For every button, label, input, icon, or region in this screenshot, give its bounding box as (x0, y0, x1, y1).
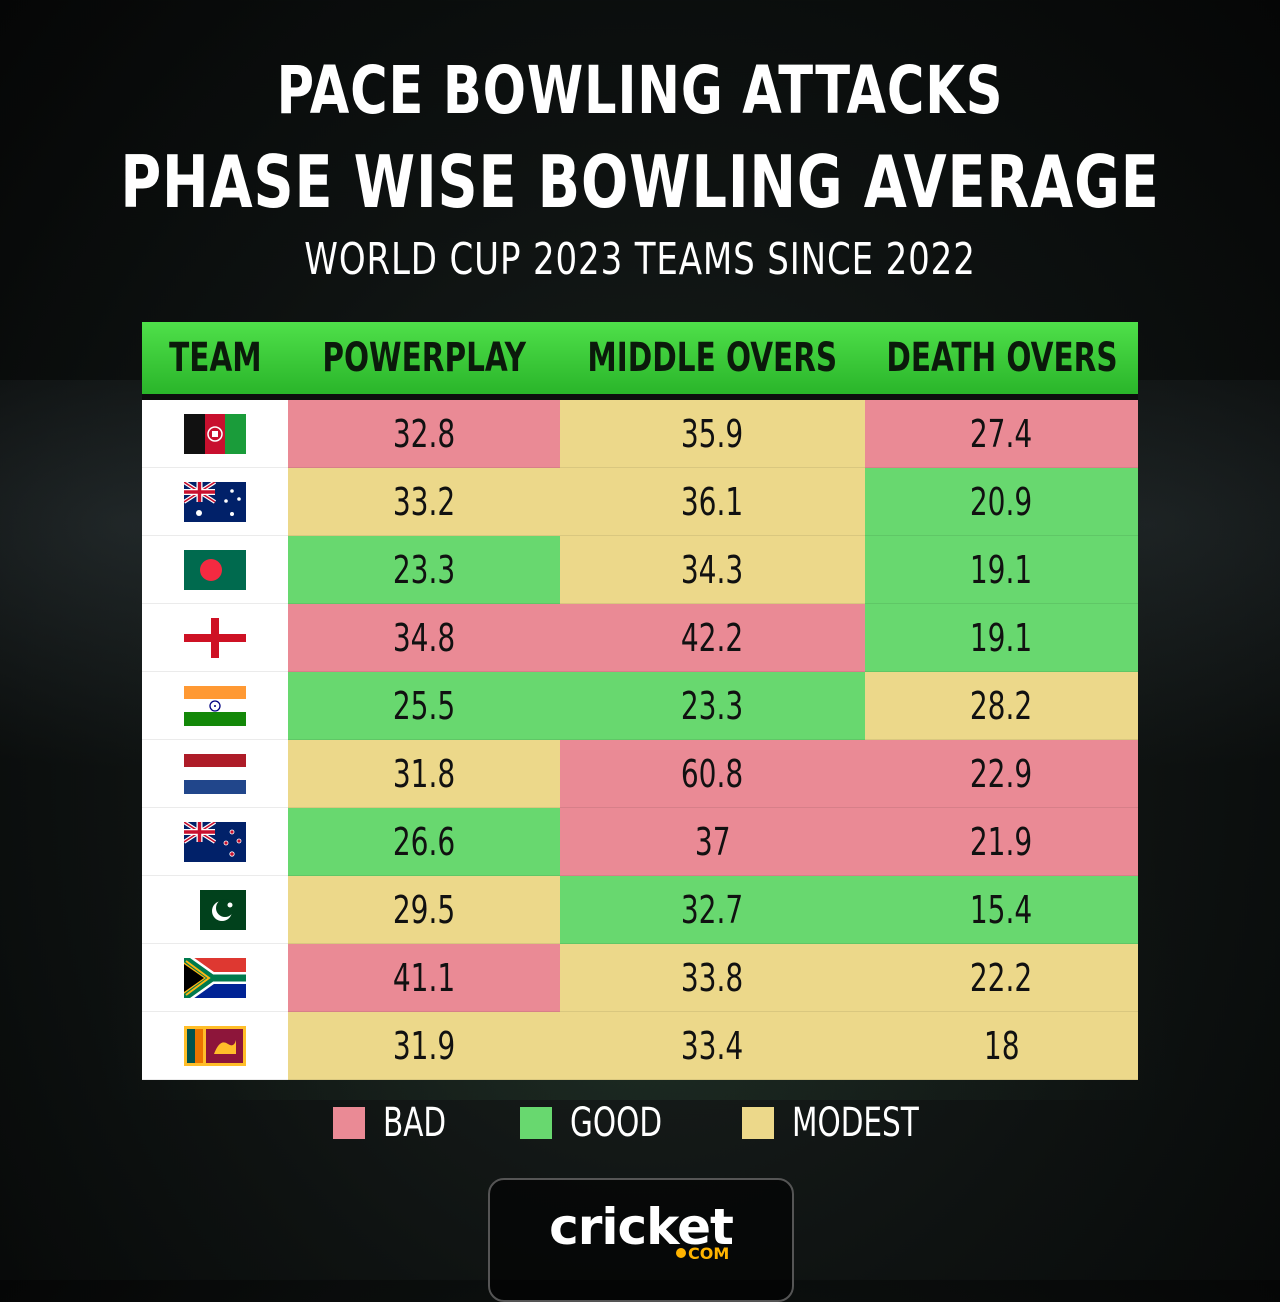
table-row: 34.8 42.2 19.1 (142, 604, 1138, 672)
legend-item-good: GOOD (520, 1100, 682, 1146)
sri-lanka-flag-icon (184, 1025, 246, 1066)
middle-overs-value: 33.4 (560, 1012, 865, 1080)
death-overs-value: 28.2 (865, 672, 1138, 740)
team-flag-cell (142, 876, 288, 944)
legend-label-modest: MODEST (792, 1100, 920, 1146)
cricket-com-logo: cricket (488, 1178, 794, 1302)
powerplay-value: 41.1 (288, 944, 560, 1012)
team-flag-cell (142, 808, 288, 876)
table-row: 31.8 60.8 22.9 (142, 740, 1138, 808)
new-zealand-flag-icon (184, 821, 246, 862)
powerplay-value: 25.5 (288, 672, 560, 740)
middle-overs-value: 60.8 (560, 740, 865, 808)
table-row: 26.6 37 21.9 (142, 808, 1138, 876)
team-flag-cell (142, 1012, 288, 1080)
death-overs-value: 19.1 (865, 604, 1138, 672)
header-team: TEAM (168, 335, 262, 381)
team-flag-cell (142, 468, 288, 536)
legend-item-modest: MODEST (742, 1100, 947, 1146)
middle-overs-value: 36.1 (560, 468, 865, 536)
middle-overs-value: 34.3 (560, 536, 865, 604)
legend-swatch-bad (333, 1107, 366, 1139)
powerplay-value: 29.5 (288, 876, 560, 944)
table-header: TEAM POWERPLAY MIDDLE OVERS DEATH OVERS (142, 322, 1138, 400)
death-overs-value: 19.1 (865, 536, 1138, 604)
powerplay-value: 33.2 (288, 468, 560, 536)
powerplay-value: 32.8 (288, 400, 560, 468)
team-flag-cell (142, 604, 288, 672)
afghanistan-flag-icon (184, 413, 246, 454)
middle-overs-value: 37 (560, 808, 865, 876)
header-powerplay: POWERPLAY (322, 335, 526, 381)
england-flag-icon (184, 617, 246, 658)
netherlands-flag-icon (184, 753, 246, 794)
middle-overs-value: 23.3 (560, 672, 865, 740)
middle-overs-value: 42.2 (560, 604, 865, 672)
team-flag-cell (142, 672, 288, 740)
south-africa-flag-icon (184, 957, 246, 998)
legend: BAD GOOD MODEST (0, 1100, 1280, 1146)
death-overs-value: 22.2 (865, 944, 1138, 1012)
pakistan-flag-icon (184, 889, 246, 930)
legend-item-bad: BAD (333, 1100, 460, 1146)
team-flag-cell (142, 536, 288, 604)
australia-flag-icon (184, 481, 246, 522)
death-overs-value: 18 (865, 1012, 1138, 1080)
title-line-1: PACE BOWLING ATTACKS (276, 52, 1004, 129)
team-flag-cell (142, 944, 288, 1012)
death-overs-value: 27.4 (865, 400, 1138, 468)
middle-overs-value: 33.8 (560, 944, 865, 1012)
middle-overs-value: 35.9 (560, 400, 865, 468)
powerplay-value: 26.6 (288, 808, 560, 876)
logo-text: cricket (549, 1198, 734, 1256)
table-row: 41.1 33.8 22.2 (142, 944, 1138, 1012)
legend-label-good: GOOD (570, 1100, 663, 1146)
team-flag-cell (142, 740, 288, 808)
header-middle-overs: MIDDLE OVERS (587, 335, 838, 381)
bowling-average-table: TEAM POWERPLAY MIDDLE OVERS DEATH OVERS … (142, 322, 1138, 1080)
powerplay-value: 23.3 (288, 536, 560, 604)
india-flag-icon (184, 685, 246, 726)
death-overs-value: 20.9 (865, 468, 1138, 536)
legend-swatch-good (520, 1107, 553, 1139)
header-death-overs: DEATH OVERS (885, 335, 1118, 381)
powerplay-value: 31.8 (288, 740, 560, 808)
team-flag-cell (142, 400, 288, 468)
table-row: 25.5 23.3 28.2 (142, 672, 1138, 740)
table-row: 29.5 32.7 15.4 (142, 876, 1138, 944)
legend-swatch-modest (742, 1107, 775, 1139)
powerplay-value: 31.9 (288, 1012, 560, 1080)
table-row: 31.9 33.4 18 (142, 1012, 1138, 1080)
table-row: 32.8 35.9 27.4 (142, 400, 1138, 468)
death-overs-value: 21.9 (865, 808, 1138, 876)
legend-label-bad: BAD (383, 1100, 447, 1146)
powerplay-value: 34.8 (288, 604, 560, 672)
table-row: 33.2 36.1 20.9 (142, 468, 1138, 536)
table-body: 32.8 35.9 27.4 33.2 36.1 20.9 23.3 34.3 19.1 34.8… (142, 400, 1138, 1080)
title-line-2: PHASE WISE BOWLING AVERAGE (120, 140, 1160, 224)
death-overs-value: 22.9 (865, 740, 1138, 808)
middle-overs-value: 32.7 (560, 876, 865, 944)
subtitle: WORLD CUP 2023 TEAMS SINCE 2022 (304, 234, 976, 285)
table-row: 23.3 34.3 19.1 (142, 536, 1138, 604)
logo-suffix: COM (688, 1244, 730, 1263)
bangladesh-flag-icon (184, 549, 246, 590)
logo-dot-icon (676, 1248, 686, 1258)
death-overs-value: 15.4 (865, 876, 1138, 944)
